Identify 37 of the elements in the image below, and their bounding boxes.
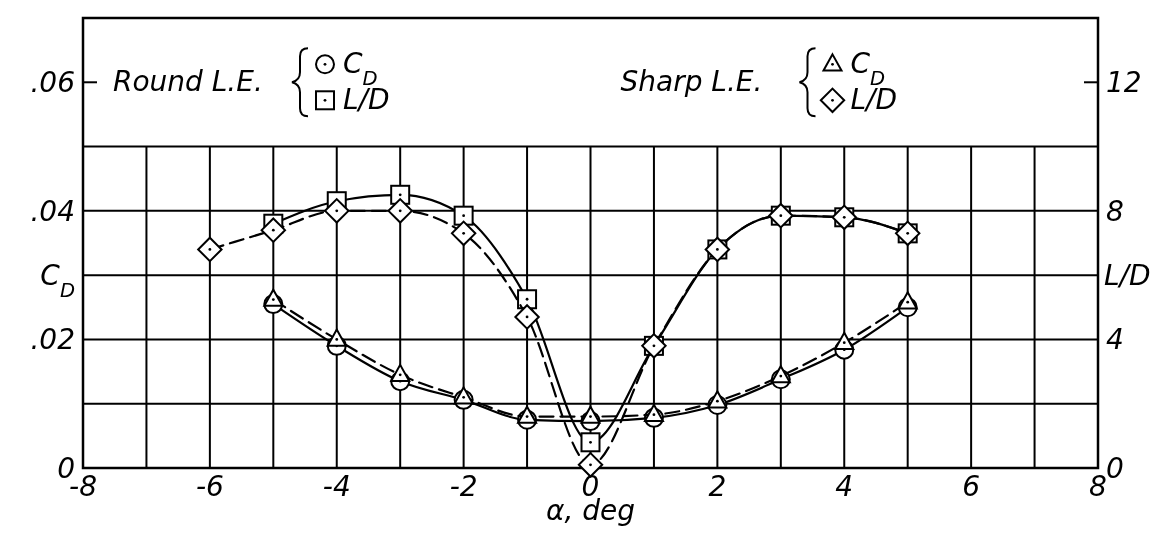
y-tick-label: .02 (30, 323, 75, 357)
point (517, 289, 538, 310)
point (450, 220, 477, 247)
point (580, 432, 601, 453)
point (514, 304, 540, 330)
point (897, 291, 918, 310)
point (197, 236, 223, 263)
point (517, 405, 538, 424)
y2-tick-label: 8 (1106, 194, 1124, 228)
point (453, 205, 474, 226)
point (263, 288, 284, 307)
point (260, 217, 287, 243)
x-tick-label: 2 (708, 470, 727, 503)
x-tick-label: 8 (1089, 470, 1107, 503)
x-tick-label: -4 (322, 470, 351, 503)
y2-tick-label: 4 (1106, 323, 1124, 357)
point (707, 390, 728, 409)
point (770, 365, 791, 384)
point (390, 363, 411, 383)
point (326, 328, 347, 347)
point (324, 198, 350, 224)
x-tick-label: -6 (195, 470, 224, 503)
y-axis-title: C$_{D}$ (40, 259, 75, 302)
annotation: Sharp L.E. (620, 65, 763, 99)
point (580, 405, 601, 424)
x-tick-label: 6 (962, 470, 981, 503)
point (643, 403, 664, 422)
point (453, 386, 474, 405)
y-tick-label: .04 (30, 194, 75, 228)
y-tick-label: .06 (30, 66, 75, 100)
y2-axis-title: L/D (1104, 259, 1151, 293)
annotation: Round L.E. (113, 65, 263, 99)
y2-tick-label: 12 (1106, 66, 1142, 100)
x-tick-label: 4 (835, 470, 854, 503)
x-tick-label: -2 (449, 470, 478, 503)
point (834, 331, 855, 350)
point (387, 198, 413, 224)
